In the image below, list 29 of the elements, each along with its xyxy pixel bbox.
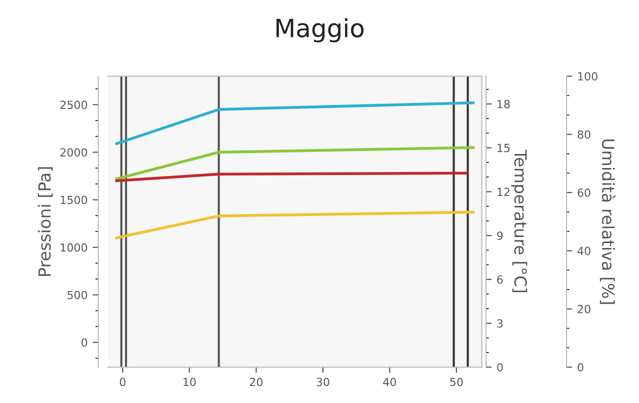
y3-tick-label: 100 [578,72,598,81]
chart-title: Maggio [276,18,364,42]
x-tick-label: 20 [250,378,263,386]
y-axis-title: Pressioni [Pa] [38,167,53,276]
x-tick-label: 40 [383,378,396,386]
y3-tick-label: 40 [577,246,590,256]
y2-tick-label: 15 [498,144,510,152]
y-tick-label: 0 [82,338,88,347]
x-tick-label: 10 [184,378,196,386]
y2-axis-title: Temperature [°C] [511,150,528,292]
y-tick-label: 1000 [60,243,88,252]
y2-tick-label: 9 [497,232,503,240]
y2-tick-label: 3 [497,319,503,328]
y2-tick-label: 18 [498,100,510,108]
x-tick-label: 30 [316,378,330,386]
x-tick-label: 50 [450,378,463,386]
y2-tick-label: 0 [497,363,503,372]
y3-tick-label: 60 [578,188,590,197]
x-tick-label: 0 [120,378,126,386]
y3-tick-label: 80 [578,130,590,139]
y-tick-label: 2500 [60,100,88,110]
y-tick-label: 2000 [60,148,88,157]
y-tick-label: 1500 [60,196,88,204]
y2-tick-label: 6 [497,275,503,284]
y2-tick-label: 12 [498,188,510,196]
y3-tick-label: 0 [578,363,584,372]
y-tick-label: 500 [68,290,88,300]
y3-tick-label: 20 [578,304,590,314]
y3-axis-title: Umidità relativa [%] [600,139,616,304]
